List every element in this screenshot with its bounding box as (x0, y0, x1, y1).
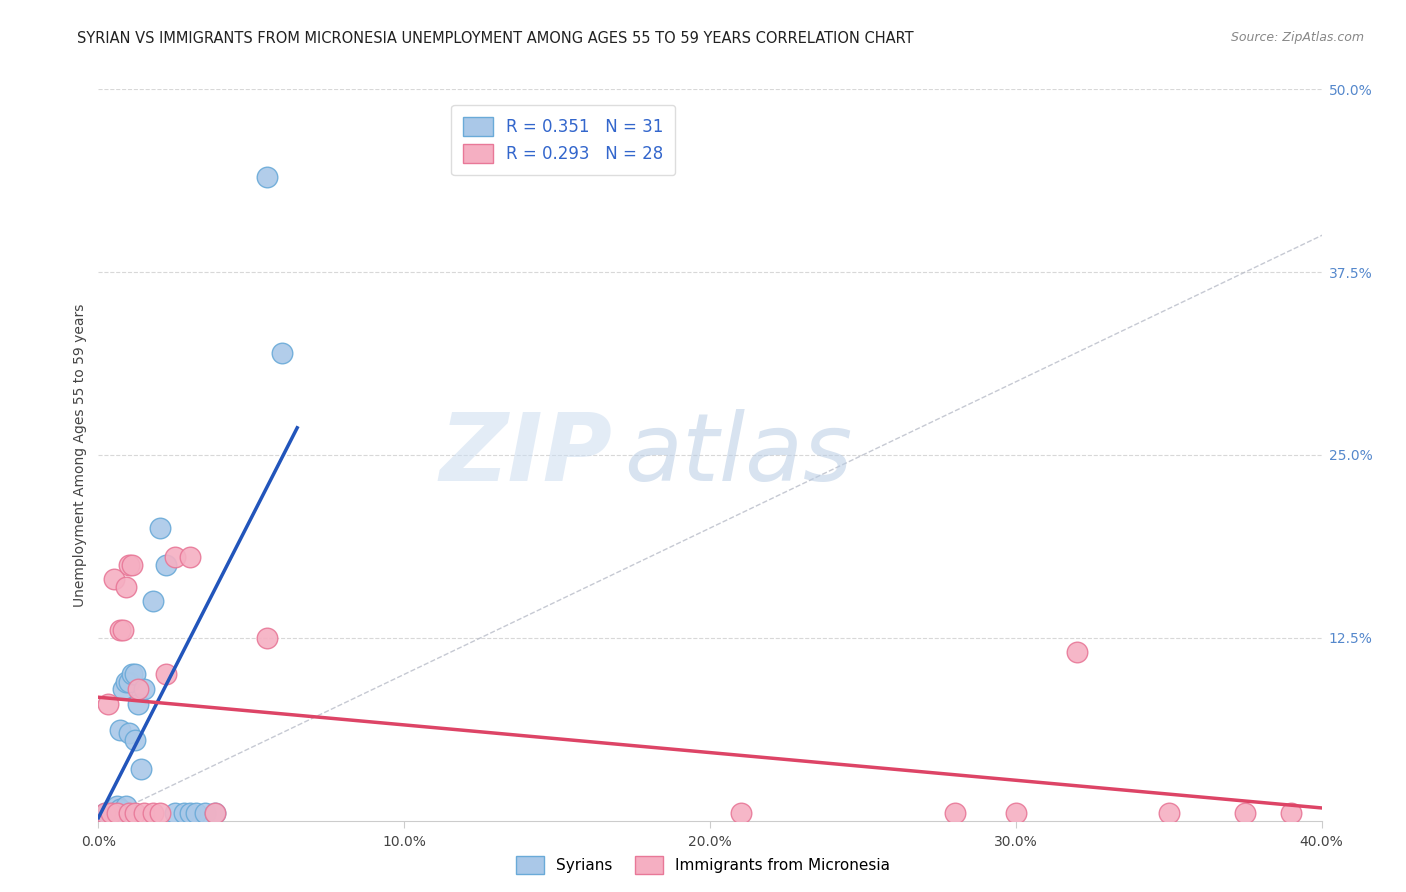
Point (194, 806, 217, 821)
Point (97, 697, 120, 711)
Point (100, 806, 122, 821)
Point (124, 667, 146, 681)
Legend: R = 0.351   N = 31, R = 0.293   N = 28: R = 0.351 N = 31, R = 0.293 N = 28 (451, 105, 675, 175)
Point (100, 806, 122, 821)
Point (108, 723, 131, 737)
Point (149, 521, 172, 535)
Point (115, 580, 138, 594)
Point (149, 806, 172, 821)
Legend: Syrians, Immigrants from Micronesia: Syrians, Immigrants from Micronesia (510, 850, 896, 880)
Point (124, 733, 146, 747)
Point (204, 806, 226, 821)
Point (1234, 806, 1257, 821)
Text: ZIP: ZIP (439, 409, 612, 501)
Point (97, 806, 120, 821)
Point (1004, 806, 1026, 821)
Point (163, 550, 186, 565)
Point (173, 806, 195, 821)
Point (204, 806, 226, 821)
Point (111, 681, 134, 696)
Point (121, 667, 143, 681)
Point (118, 726, 141, 740)
Point (93, 806, 115, 821)
Point (105, 806, 128, 821)
Text: atlas: atlas (624, 409, 852, 500)
Point (103, 806, 125, 821)
Text: SYRIAN VS IMMIGRANTS FROM MICRONESIA UNEMPLOYMENT AMONG AGES 55 TO 59 YEARS CORR: SYRIAN VS IMMIGRANTS FROM MICRONESIA UNE… (77, 31, 914, 46)
Point (115, 674, 138, 689)
Point (1066, 645, 1088, 659)
Point (103, 572, 125, 586)
Point (256, 631, 278, 645)
Point (108, 802, 131, 816)
Text: Source: ZipAtlas.com: Source: ZipAtlas.com (1230, 31, 1364, 45)
Point (127, 681, 149, 696)
Point (129, 763, 152, 777)
Point (108, 624, 131, 638)
Point (121, 558, 143, 572)
Point (142, 806, 165, 821)
Point (179, 550, 201, 565)
Point (142, 594, 165, 608)
Point (943, 806, 966, 821)
Point (118, 558, 141, 572)
Point (256, 169, 278, 184)
Point (93, 806, 115, 821)
Point (127, 697, 149, 711)
Point (118, 806, 141, 821)
Point (134, 806, 156, 821)
Point (111, 624, 134, 638)
Point (100, 806, 122, 821)
Point (118, 674, 141, 689)
Point (270, 345, 292, 359)
Point (115, 799, 138, 814)
Point (1157, 806, 1180, 821)
Point (730, 806, 752, 821)
Point (124, 806, 146, 821)
Point (105, 799, 128, 814)
Point (163, 806, 186, 821)
Point (155, 667, 177, 681)
Y-axis label: Unemployment Among Ages 55 to 59 years: Unemployment Among Ages 55 to 59 years (73, 303, 87, 607)
Point (1279, 806, 1302, 821)
Point (134, 681, 156, 696)
Point (155, 558, 177, 572)
Point (179, 806, 201, 821)
Point (105, 806, 128, 821)
Point (186, 806, 208, 821)
